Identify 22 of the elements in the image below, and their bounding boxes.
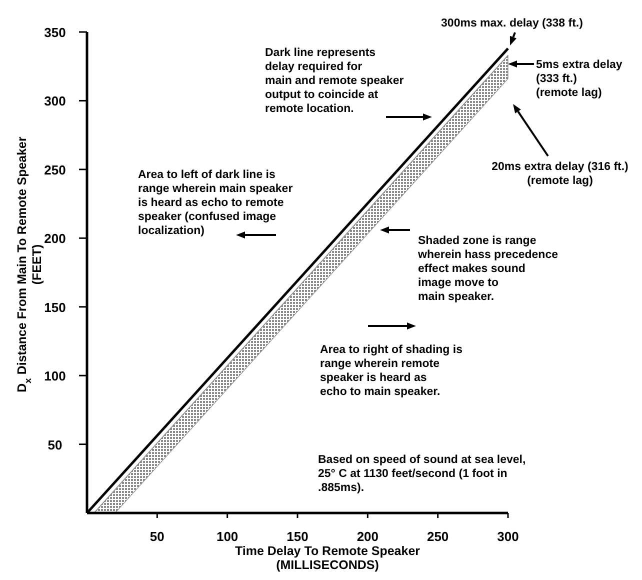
x-tick-label: 250 (426, 529, 449, 544)
y-tick-label: 100 (44, 368, 66, 384)
y-tick-label: 300 (44, 94, 66, 109)
y-tick-label: 50 (48, 437, 62, 452)
x-axis-title: Time Delay To Remote Speaker (MILLISECONDS) (234, 544, 420, 572)
x-tick-label: 300 (497, 529, 519, 544)
annotation: Based on speed of sound at sea level, 25° C at 1130 feet/second (1 foot in .885ms). (318, 454, 526, 494)
x-tick-label: 200 (356, 529, 379, 544)
y-tick-label: 350 (44, 25, 66, 40)
x-tick-label: 50 (150, 529, 164, 544)
annotation: 300ms max. delay (338 ft.) (441, 17, 584, 30)
x-tick-label: 100 (216, 529, 238, 544)
annotation: Area to right of shading is range wherein remote speaker is heard as echo to main speaker. (320, 344, 462, 398)
annotation: Area to left of dark line is range wherein main speaker is heard as echo to remote speaker (confused image localization) (138, 169, 294, 237)
y-tick-label: 250 (44, 162, 66, 178)
annotation: Shaded zone is range wherein hass precedence effect makes sound image move to main speaker. (417, 235, 558, 303)
annotation: Dark line represents delay required for main and remote speaker output to coincide at remote location. (265, 47, 404, 115)
y-tick-label: 200 (44, 231, 66, 246)
x-tick-label: 150 (286, 529, 308, 544)
y-tick-label: 150 (44, 300, 66, 315)
text: 5ms extra delay (333 ft.) (remote lag) (536, 59, 623, 99)
annotation: 20ms extra delay (316 ft.) (remote lag) (492, 161, 629, 187)
